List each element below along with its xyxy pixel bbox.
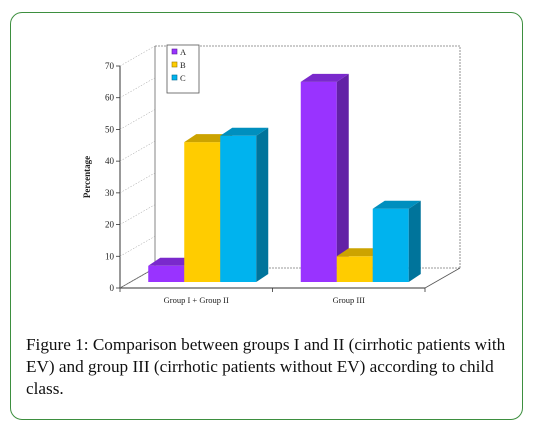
x-tick-label: Group III [333, 295, 366, 305]
chart-bars [148, 73, 421, 283]
y-tick-label: 60 [105, 93, 115, 103]
bar-top [372, 200, 421, 209]
bar-side [336, 73, 349, 282]
y-tick-label: 20 [105, 220, 115, 230]
y-tick-depth [119, 109, 156, 130]
legend-swatch-B [171, 61, 178, 68]
legend-label-B: B [180, 60, 186, 70]
y-tick-label: 70 [105, 61, 115, 71]
y-tick-depth [119, 236, 156, 257]
y-tick-depth [119, 140, 156, 162]
y-tick-label: 0 [110, 283, 115, 293]
legend-label-A: A [180, 47, 187, 57]
bar-chart: 0 10 20 30 40 50 60 70 Percentage Group I + Group… [82, 44, 461, 305]
bar-C-0 [220, 127, 269, 283]
legend-swatch-C [171, 74, 178, 81]
chart-legend: ABC [166, 44, 200, 94]
bar-front [300, 81, 337, 282]
bar-front [336, 256, 373, 282]
legend-swatch-A [171, 48, 178, 55]
y-tick-depth [119, 77, 156, 98]
y-tick-label: 30 [105, 188, 115, 198]
y-tick-label: 50 [105, 124, 115, 134]
legend-label-C: C [180, 73, 186, 83]
y-axis-title: Percentage [82, 156, 92, 198]
bar-top [220, 127, 269, 136]
chart-axes: 0 10 20 30 40 50 60 70 Percentage Group I + Group… [82, 45, 461, 305]
floor-right-edge [424, 267, 461, 289]
caption-text: Comparison between groups I and II (cirr… [26, 335, 506, 398]
figure-caption: Figure 1: Comparison between groups I an… [26, 334, 522, 400]
y-tick-label: 40 [105, 156, 115, 166]
caption-label: Figure 1: [26, 335, 89, 354]
bar-side [256, 127, 269, 283]
bar-C-1 [372, 200, 421, 282]
bar-front [184, 142, 221, 282]
y-tick-depth [119, 45, 156, 67]
bar-front [220, 135, 257, 282]
y-tick-depth [119, 204, 156, 225]
bar-A-1 [300, 73, 349, 282]
bar-top [300, 73, 349, 82]
bar-front [148, 265, 185, 282]
figure-frame [10, 12, 523, 420]
y-tick-depth [119, 172, 156, 194]
bar-side [408, 200, 421, 282]
x-tick-label: Group I + Group II [164, 295, 229, 305]
bar-front [372, 208, 409, 282]
y-tick-label: 10 [105, 251, 115, 261]
